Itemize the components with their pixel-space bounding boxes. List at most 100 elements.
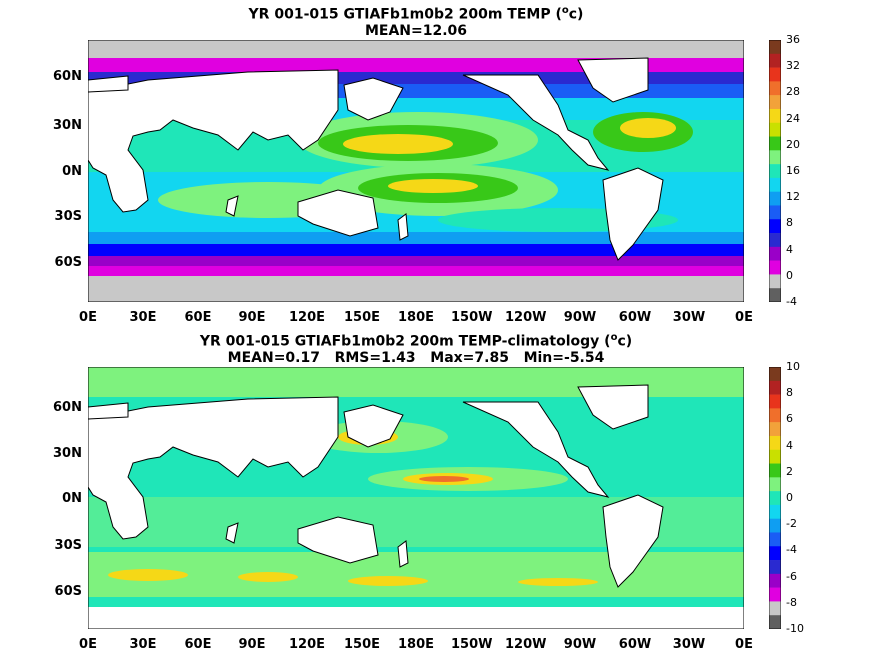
colorbar-swatch [769, 463, 781, 478]
colorbar-swatch [769, 504, 781, 519]
colorbar-swatch [769, 233, 781, 248]
colorbar-swatch [769, 122, 781, 137]
colorbar-swatch [769, 477, 781, 492]
panel1-colorbar [769, 40, 781, 302]
panel1-lon-150w: 150W [451, 310, 493, 325]
panel1-lon-150e: 150E [343, 310, 381, 325]
panel2-lon-150w: 150W [451, 637, 493, 652]
colorbar-tick-label: -6 [786, 569, 797, 583]
colorbar-swatch [769, 408, 781, 423]
panel2-colorbar-swatches [769, 367, 781, 629]
colorbar-tick-label: 2 [786, 464, 793, 478]
panel2-lon-150e: 150E [343, 637, 381, 652]
colorbar-tick-label: -4 [786, 543, 797, 557]
panel2-lon-120w: 120W [505, 637, 547, 652]
panel2-lon-0e-end: 0E [735, 637, 753, 652]
panel2-lon-60w: 60W [618, 637, 652, 652]
colorbar-swatch [769, 587, 781, 602]
colorbar-swatch [769, 191, 781, 206]
panel2-stats-label: MEAN=0.17 RMS=1.43 Max=7.85 Min=-5.54 [227, 349, 605, 366]
colorbar-tick-label: -10 [786, 622, 804, 635]
colorbar-swatch [769, 219, 781, 234]
panel1-lon-60w: 60W [618, 310, 652, 325]
colorbar-tick-label: 0 [786, 491, 793, 504]
panel2-lon-30e: 30E [129, 637, 157, 652]
colorbar-swatch [769, 164, 781, 179]
colorbar-swatch [769, 81, 781, 96]
colorbar-swatch [769, 560, 781, 575]
panel2-map [88, 367, 744, 629]
panel2-title: YR 001-015 GTIAFb1m0b2 200m TEMP-climato… [88, 330, 744, 366]
panel1-lon-30w: 30W [672, 310, 706, 325]
colorbar-swatch [769, 601, 781, 616]
panel1-title-text: YR 001-015 GTIAFb1m0b2 200m TEMP ( [248, 6, 562, 23]
colorbar-tick-label: -8 [786, 595, 797, 609]
panel1-lon-60e: 60E [184, 310, 212, 325]
colorbar-swatch [769, 260, 781, 275]
colorbar-swatch [769, 435, 781, 451]
colorbar-tick-label: 12 [786, 190, 800, 204]
panel1-lat-30n: 30N [53, 118, 82, 133]
colorbar-swatch [769, 67, 781, 82]
colorbar-swatch [769, 380, 781, 395]
panel1-lon-180e: 180E [397, 310, 435, 325]
colorbar-tick-label: -4 [786, 295, 797, 308]
colorbar-swatch [769, 136, 781, 151]
panel1-lon-90w: 90W [563, 310, 597, 325]
panel2-lon-0e: 0E [79, 637, 97, 652]
panel2-lon-60e: 60E [184, 637, 212, 652]
panel1-lat-60n: 60N [53, 69, 82, 84]
colorbar-swatch [769, 394, 781, 409]
panel2-lon-90e: 90E [238, 637, 266, 652]
panel2-colorbar [769, 367, 781, 629]
panel1-lat-0n: 0N [62, 164, 82, 179]
panel2-lon-180e: 180E [397, 637, 435, 652]
panel1-map [88, 40, 744, 302]
colorbar-tick-label: 4 [786, 242, 793, 256]
panel1-lon-0e: 0E [79, 310, 97, 325]
colorbar-swatch [769, 367, 781, 382]
panel1-title-unit: c) [568, 6, 584, 23]
panel1-title: YR 001-015 GTIAFb1m0b2 200m TEMP (oc) ME… [88, 3, 744, 39]
colorbar-swatch [769, 177, 781, 192]
colorbar-swatch [769, 274, 781, 289]
colorbar-tick-label: 8 [786, 386, 793, 400]
colorbar-swatch [769, 95, 781, 110]
panel1-lon-0e-end: 0E [735, 310, 753, 325]
colorbar-tick-label: 8 [786, 216, 793, 230]
colorbar-swatch [769, 53, 781, 68]
panel1-lon-90e: 90E [238, 310, 266, 325]
panel1-lat-30s: 30S [54, 209, 82, 224]
panel2-lon-90w: 90W [563, 637, 597, 652]
colorbar-tick-label: -2 [786, 517, 797, 531]
panel2-lat-60s: 60S [54, 584, 82, 599]
panel2-lat-30s: 30S [54, 538, 82, 553]
panel2-lon-120e: 120E [288, 637, 326, 652]
colorbar-swatch [769, 491, 781, 506]
panel2-title-unit: c) [617, 333, 633, 350]
colorbar-swatch [769, 108, 781, 124]
colorbar-tick-label: 28 [786, 85, 800, 99]
panel1-title-superscript: o [561, 5, 569, 16]
panel2-lat-0n: 0N [62, 491, 82, 506]
panel2-title-superscript: o [610, 332, 618, 343]
colorbar-tick-label: 24 [786, 111, 800, 125]
panel1-land-mask [88, 57, 664, 261]
colorbar-swatch [769, 573, 781, 588]
colorbar-tick-label: 6 [786, 412, 793, 426]
panel1-lon-120e: 120E [288, 310, 326, 325]
colorbar-swatch [769, 518, 781, 533]
panel2-title-text: YR 001-015 GTIAFb1m0b2 200m TEMP-climato… [199, 333, 611, 350]
colorbar-swatch [769, 40, 781, 55]
colorbar-swatch [769, 615, 781, 629]
colorbar-swatch [769, 288, 781, 302]
colorbar-tick-label: 4 [786, 438, 793, 452]
colorbar-swatch [769, 246, 781, 261]
colorbar-tick-label: 32 [786, 59, 800, 73]
colorbar-tick-label: 20 [786, 137, 800, 151]
colorbar-tick-label: 0 [786, 268, 793, 282]
colorbar-swatch [769, 150, 781, 165]
panel2-lon-30w: 30W [672, 637, 706, 652]
colorbar-swatch [769, 422, 781, 437]
colorbar-tick-label: 16 [786, 164, 800, 177]
